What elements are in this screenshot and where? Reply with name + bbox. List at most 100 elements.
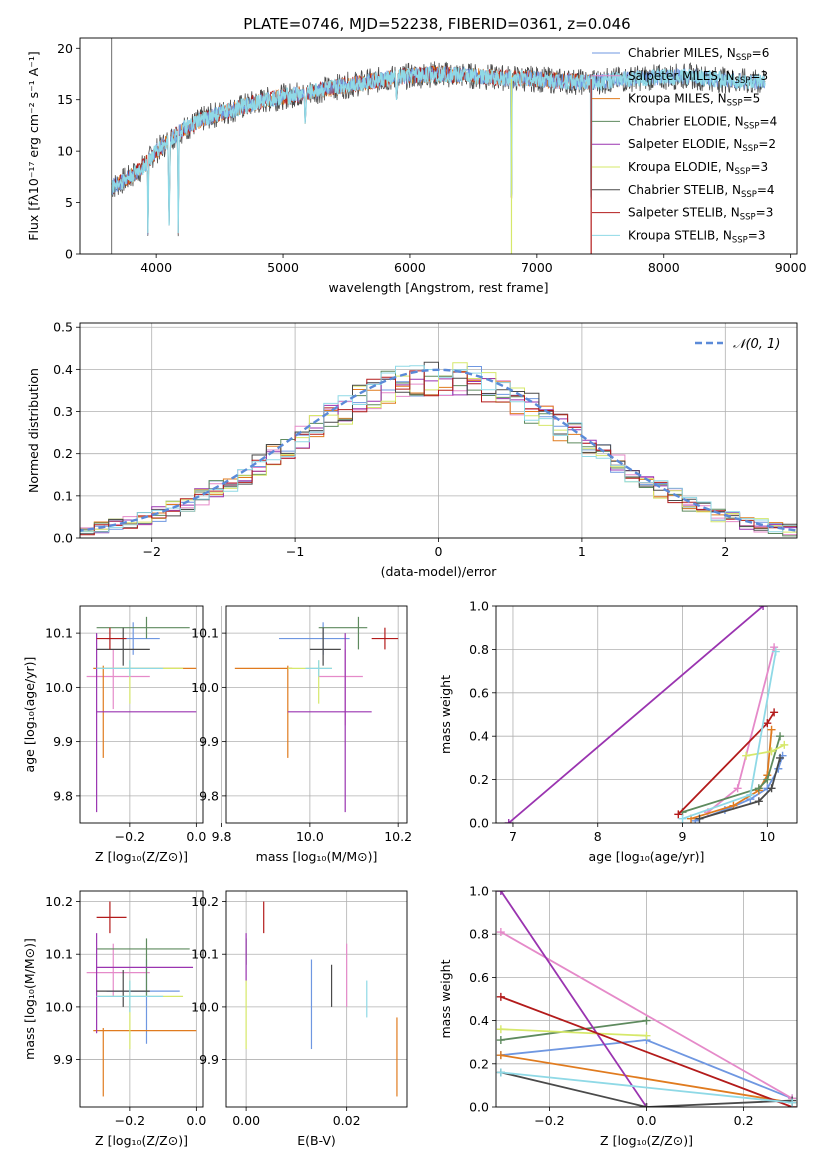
spectrum-line <box>111 66 766 235</box>
series-line <box>745 744 785 757</box>
legend-entry-sub: SSP <box>740 213 756 223</box>
x-tick-label: 10 <box>759 829 775 844</box>
panel-mass-vs-Z: −0.2 0.0 9.9 10.0 10.1 10.2 Z [log₁₀(Z/Z⊙)] mas… <box>22 890 206 1148</box>
y-tick-label: 9.8 <box>199 788 219 803</box>
x-tick-label: 10.0 <box>296 829 324 844</box>
series-marker <box>754 797 763 806</box>
legend-entry-sub: SSP <box>727 99 743 109</box>
histogram-step <box>80 370 797 536</box>
legend-entry-text: Kroupa ELODIE, N <box>628 160 735 174</box>
y-tick-label: 10.2 <box>191 894 219 909</box>
legend-entry-suffix: =2 <box>758 137 776 151</box>
y-tick-label: 10.0 <box>191 999 219 1014</box>
x-tick-label: 8000 <box>648 260 680 275</box>
y-tick-label: 1.0 <box>469 599 489 614</box>
y-tick-label: 0.6 <box>469 685 489 700</box>
y-axis-label: mass weight <box>438 959 453 1038</box>
legend-entry-sub: SSP <box>732 235 748 245</box>
axes-frame <box>495 605 798 824</box>
x-tick-label: 1 <box>578 544 586 559</box>
series-line <box>500 1071 793 1104</box>
axes: −0.2 0.0 0.2 0.0 0.2 0.4 0.6 0.8 1.0 Z [log₁₀(Z/Z… <box>438 884 798 1148</box>
legend-entry-sub: SSP <box>735 76 751 86</box>
x-tick-label: 7000 <box>521 260 553 275</box>
y-tick-label: 0.0 <box>53 531 73 546</box>
series-marker <box>496 1025 505 1034</box>
series-line <box>500 931 793 1100</box>
x-tick-label: 6000 <box>394 260 426 275</box>
series-line <box>682 651 777 820</box>
y-tick-label: 9.9 <box>199 1052 219 1067</box>
legend-entry-sub: SSP <box>735 167 751 177</box>
x-tick-label: 0.0 <box>186 829 206 844</box>
series-line <box>699 757 781 820</box>
x-tick-label: −2 <box>142 544 160 559</box>
legend-entry: Kroupa STELIB, NSSP=3 <box>628 228 766 245</box>
axes: 0.00 0.02 9.9 10.0 10.1 10.2 E(B-V) <box>191 890 408 1148</box>
plot-area <box>496 891 797 1107</box>
x-tick-label: 9.8 <box>212 829 232 844</box>
histogram-step <box>80 365 797 533</box>
series-marker <box>763 775 772 784</box>
legend-entry-text: Kroupa MILES, N <box>628 92 727 106</box>
histogram-step <box>80 362 797 533</box>
x-axis-label: mass [log₁₀(M/M⊙)] <box>256 849 378 864</box>
y-tick-label: 10.1 <box>191 947 219 962</box>
legend-entry: Chabrier MILES, NSSP=6 <box>628 46 769 63</box>
series-marker <box>678 814 687 823</box>
y-tick-label: 0.4 <box>469 729 489 744</box>
series-marker <box>496 928 505 937</box>
series-marker <box>642 1103 651 1107</box>
series-line <box>707 646 775 813</box>
x-tick-label: 0.0 <box>637 1113 657 1128</box>
axes: 4000 5000 6000 7000 8000 9000 0 5 10 15 20 waveleng… <box>26 37 807 295</box>
series-marker <box>780 740 789 749</box>
y-tick-label: 0.4 <box>53 362 73 377</box>
plot-area <box>111 38 766 254</box>
x-tick-label: 5000 <box>267 260 299 275</box>
legend-entry-suffix: =4 <box>757 183 775 197</box>
series-marker <box>767 747 776 756</box>
legend-entry-suffix: =3 <box>750 160 768 174</box>
series-marker <box>770 708 779 717</box>
legend-entry: Kroupa MILES, NSSP=5 <box>628 92 760 109</box>
y-axis-label: mass [log₁₀(M/M⊙)] <box>22 938 37 1060</box>
x-tick-label: −0.2 <box>534 1113 564 1128</box>
figure-title: PLATE=0746, MJD=52238, FIBERID=0361, z=0… <box>243 15 630 33</box>
plot-area <box>504 606 789 823</box>
legend-entry: Salpeter STELIB, NSSP=3 <box>628 206 773 223</box>
x-tick-label: 0.02 <box>333 1113 361 1128</box>
x-axis-label: Z [log₁₀(Z/Z⊙)] <box>95 849 188 864</box>
y-axis-label: mass weight <box>438 675 453 754</box>
legend-entry: Salpeter MILES, NSSP=3 <box>628 69 768 86</box>
x-axis-label: Z [log₁₀(Z/Z⊙)] <box>95 1133 188 1148</box>
plot-area <box>86 616 197 813</box>
grid <box>80 606 203 823</box>
y-axis-label: age [log₁₀(age/yr)] <box>22 657 37 773</box>
y-tick-label: 9.9 <box>199 734 219 749</box>
series-line <box>500 995 793 1107</box>
legend-entry-suffix: =6 <box>752 46 770 60</box>
series-marker <box>496 1051 505 1060</box>
series-marker <box>742 751 751 760</box>
series-line <box>500 891 648 1107</box>
series-marker <box>767 784 776 793</box>
y-tick-label: 10.2 <box>45 894 73 909</box>
axes-frame <box>79 322 798 539</box>
y-tick-label: 10.1 <box>191 626 219 641</box>
series-marker <box>733 784 742 793</box>
legend-entry-text: Chabrier ELODIE, N <box>628 114 744 128</box>
y-tick-label: 10.1 <box>45 626 73 641</box>
axes-frame <box>495 890 798 1108</box>
x-tick-label: 9 <box>679 829 687 844</box>
axes-frame <box>225 605 408 824</box>
x-axis-label: (data-model)/error <box>381 564 498 579</box>
legend-entry-sub: SSP <box>736 53 752 63</box>
legend-entry: Chabrier STELIB, NSSP=4 <box>628 183 775 200</box>
series-marker <box>504 819 513 823</box>
y-tick-label: 10 <box>57 144 73 159</box>
x-tick-label: 2 <box>721 544 729 559</box>
series-line <box>500 1019 647 1041</box>
series-marker <box>770 643 779 652</box>
legend-entry-sub: SSP <box>742 144 758 154</box>
